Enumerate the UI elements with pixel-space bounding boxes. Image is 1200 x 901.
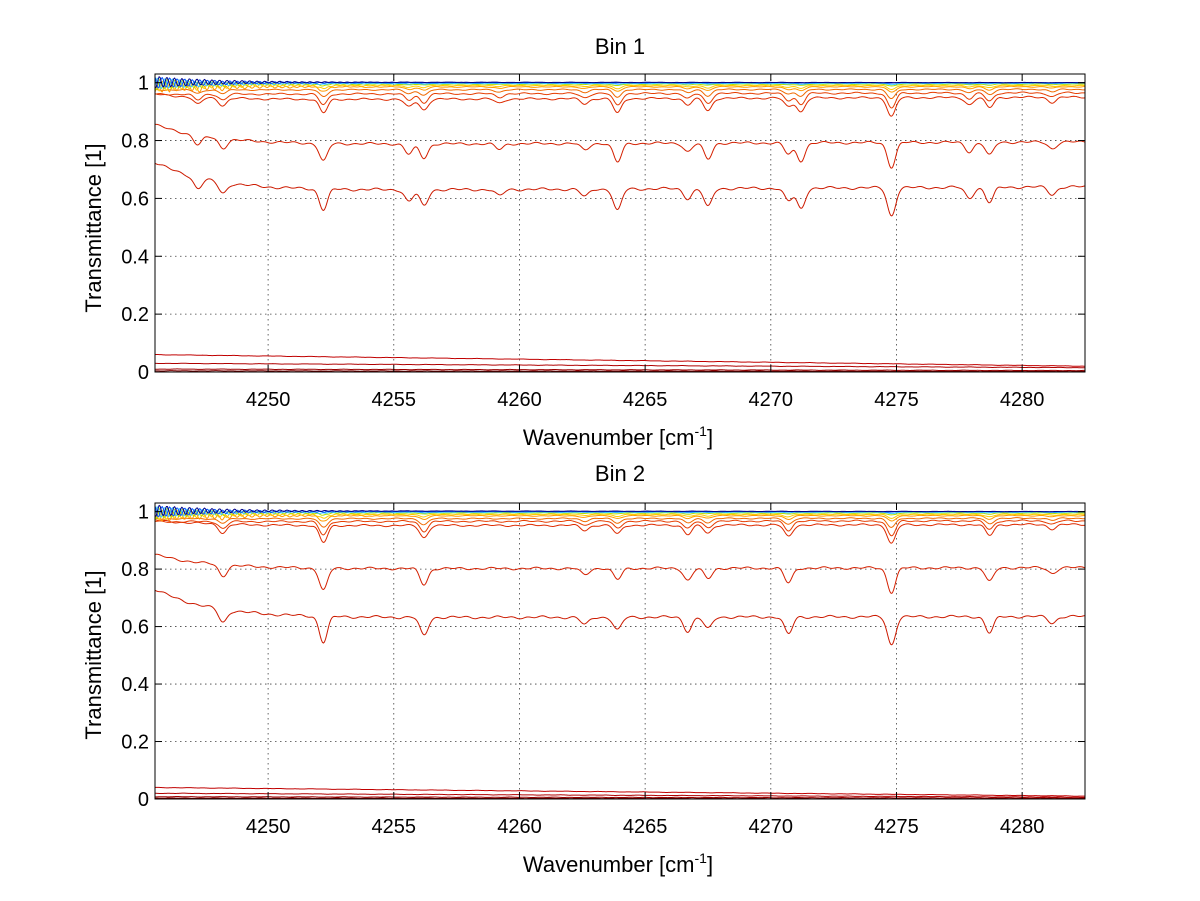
y-tick-label: 0.8: [121, 131, 149, 153]
y-tick-label: 1: [138, 502, 149, 524]
x-tick-label: 4265: [623, 816, 668, 838]
series-group: [155, 76, 1085, 372]
x-axis-label-sup-bin-2: -1: [695, 850, 708, 866]
x-tick-label: 4250: [246, 389, 291, 411]
x-axis-label-bin-1: Wavenumber [cm-1]: [523, 423, 713, 450]
panel-bin-2: Bin 2 4250 4255 4260 4265 4270 4275 4280 0 0.2 0.…: [81, 461, 1086, 877]
axes-frame: [154, 73, 1086, 373]
series-line-t-0.95: [155, 519, 1085, 544]
series-line-near-opaque-3: [155, 368, 1085, 372]
series-line-t-0.63: [155, 589, 1085, 646]
chart-title-bin-1: Bin 1: [595, 34, 645, 59]
series-line-t-0.99: [155, 508, 1085, 521]
x-tick-label: 4280: [1000, 816, 1045, 838]
series-line-t-0.99: [155, 79, 1085, 92]
x-tick-label: 4265: [623, 389, 668, 411]
y-tick-label: 0.2: [121, 732, 149, 754]
series-line-t-0.985: [155, 510, 1085, 522]
chart-title-bin-2: Bin 2: [595, 461, 645, 486]
y-tick-label: 0.6: [121, 188, 149, 210]
x-axis-label-end-bin-2: ]: [707, 852, 713, 877]
y-tick-label: 0: [138, 789, 149, 811]
series-line-t-0.94: [155, 93, 1085, 117]
x-tick-label: 4255: [372, 389, 417, 411]
y-tick-label: 0.4: [121, 674, 149, 696]
x-axis-label-sup-bin-1: -1: [695, 423, 708, 439]
y-tick-label: 0.8: [121, 559, 149, 581]
series-line-near-opaque-2: [155, 362, 1085, 369]
series-line-near-opaque-1: [155, 354, 1085, 367]
plot-area-bin-1: 4250 4255 4260 4265 4270 4275 4280 0 0.2 0.4 0.6 0.…: [121, 73, 1086, 411]
y-axis-label-bin-2: Transmittance [1]: [81, 570, 106, 739]
y-tick-label: 0: [138, 362, 149, 384]
series-line-near-opaque-4: [155, 370, 1085, 372]
x-axis-label-bin-2: Wavenumber [cm-1]: [523, 850, 713, 877]
y-axis-label-bin-1: Transmittance [1]: [81, 143, 106, 312]
y-tick-label: 0.2: [121, 304, 149, 326]
x-axis-label-end-bin-1: ]: [707, 425, 713, 450]
x-tick-label: 4255: [372, 816, 417, 838]
plot-area-bin-2: 4250 4255 4260 4265 4270 4275 4280 0 0.2 0.4 0.6 0.…: [121, 502, 1086, 838]
series-line-t-0.975: [155, 88, 1085, 100]
x-axis-label-main-bin-2: Wavenumber [cm: [523, 852, 695, 877]
series-line-t-0.62: [155, 162, 1085, 217]
x-tick-label: 4260: [497, 389, 542, 411]
series-line-t-0.96: [155, 91, 1085, 109]
series-line-t-0.80: [155, 553, 1085, 594]
x-tick-label: 4270: [749, 816, 794, 838]
series-line-t-0.975: [155, 517, 1085, 528]
x-tick-label: 4270: [749, 389, 794, 411]
series-line-t-0.985: [155, 81, 1085, 93]
series-line-t-1.00b: [155, 504, 1085, 517]
series-line-near-opaque-1: [155, 786, 1085, 797]
axes-frame: [154, 502, 1086, 800]
panel-bin-1: Bin 1 4250 4255 4260 4265 4270 4275 4280 0 0.2 0.…: [81, 34, 1086, 450]
series-line-t-0.965: [155, 519, 1085, 537]
series-group: [155, 504, 1085, 799]
x-tick-label: 4280: [1000, 389, 1045, 411]
x-tick-label: 4260: [497, 816, 542, 838]
x-tick-label: 4275: [874, 389, 919, 411]
series-line-t-0.78: [155, 123, 1085, 169]
series-line-near-opaque-3: [155, 796, 1085, 799]
x-tick-label: 4250: [246, 816, 291, 838]
y-tick-label: 0.4: [121, 246, 149, 268]
series-line-t-1.00b: [155, 76, 1085, 88]
y-tick-label: 0.6: [121, 617, 149, 639]
x-axis-label-main-bin-1: Wavenumber [cm: [523, 425, 695, 450]
series-line-near-opaque-2: [155, 792, 1085, 798]
y-tick-label: 1: [138, 73, 149, 95]
x-tick-label: 4275: [874, 816, 919, 838]
